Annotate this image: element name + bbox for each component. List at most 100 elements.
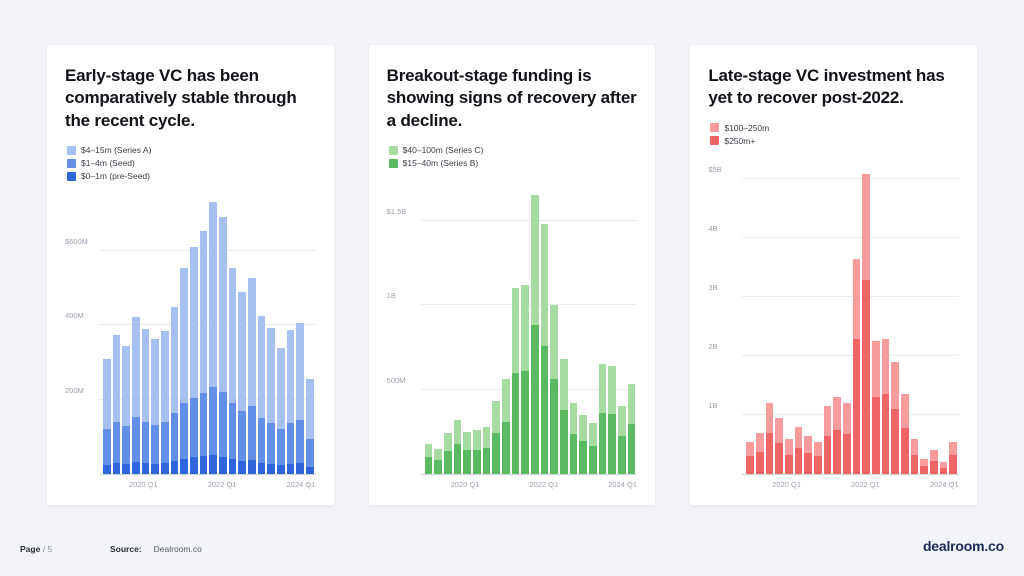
bar-segment [424,457,433,474]
bar-2021-q3 [843,403,851,474]
bar-segment [199,231,208,393]
legend-label: $40–100m (Series C) [402,145,484,156]
x-axis-label: 2020 Q1 [128,480,158,489]
bar-segment [122,426,131,464]
bar-segment [257,462,266,474]
plot-area: 500M 1B $1.5B [387,178,638,475]
legend-swatch [388,145,398,155]
gridline [742,296,960,298]
source-label: Source: [110,544,142,554]
panel-title-early-stage: Early-stage VC has been comparatively st… [65,66,297,130]
bar-segment [267,463,276,474]
y-axis-label: $1.5B [386,206,407,216]
bar-segment [473,430,481,450]
legend-item: $1–4m (Seed) [67,158,316,168]
bar-segment [257,418,266,463]
bar-segment [238,410,247,461]
bar-segment [881,338,890,395]
bar-segment [785,438,793,455]
legend-item: $100–250m [710,123,959,133]
legend-item: $0–1m (pre-Seed) [67,171,316,181]
bar-2021-q4 [852,258,861,474]
bar-segment [277,429,285,465]
x-axis: 2020 Q1 2022 Q1 2024 Q1 [421,475,638,491]
page-number: / 5 [42,544,53,554]
bar-segment [103,358,111,430]
x-axis-label: 2024 Q1 [929,480,959,489]
bar-segment [434,448,443,460]
bar-segment [434,459,443,474]
bar-segment [228,267,237,404]
x-axis: 2020 Q1 2022 Q1 2024 Q1 [742,475,959,491]
panel-title-late-stage: Late-stage VC investment has yet to reco… [708,66,945,108]
chart-early-stage: 200M 400M $600M 2020 Q1 2022 Q1 2024 Q1 [65,191,316,491]
legend-swatch [67,158,76,168]
bar-segment [444,451,452,474]
bar-segment [862,173,871,280]
bar-segment [473,449,481,474]
bar-2019-q4 [453,419,462,474]
legend-swatch [710,136,720,146]
bar-segment [823,435,832,474]
bar-2020-q1 [463,431,472,474]
bar-segment [257,315,266,419]
bar-segment [579,414,588,442]
bar-2022-q4 [891,362,900,474]
bar-segment [141,462,150,474]
bar-segment [569,403,578,435]
bar-segment [286,329,295,423]
bar-segment [949,455,958,474]
bar-segment [531,325,539,474]
bar-2020-q4 [814,441,822,474]
bar-2023-q3 [277,347,285,474]
legend-label: $15–40m (Series B) [402,158,479,169]
bar-segment [141,328,150,422]
bar-2023-q1 [901,394,909,474]
y-axis-label: 4B [708,224,718,234]
bar-segment [180,459,189,474]
bar-segment [540,345,549,474]
bar-segment [248,277,256,406]
legend-item: $40–100m (Series C) [388,145,638,156]
bar-segment [862,279,871,474]
bar-segment [765,403,774,433]
bar-segment [463,450,472,474]
bar-2023-q3 [920,459,929,474]
bar-segment [930,461,938,474]
y-axis-label: 200M [65,385,84,395]
bar-2019-q2 [112,334,121,474]
x-axis: 2020 Q1 2022 Q1 2024 Q1 [99,475,316,491]
bar-2019-q3 [444,433,452,474]
bar-segment [209,455,218,474]
bar-2022-q3 [238,291,247,474]
bar-2022-q3 [881,338,890,475]
bar-segment [852,258,861,339]
bar-segment [228,403,237,460]
bar-segment [618,406,626,436]
bar-segment [248,459,256,475]
bar-segment [132,417,140,463]
bar-segment [238,460,247,474]
bar-segment [901,428,909,474]
bar-2020-q2 [151,338,160,474]
bar-segment [589,446,597,474]
bar-2019-q1 [103,358,111,474]
bar-segment [103,464,111,474]
y-axis-label: 3B [708,283,718,293]
bar-segment [804,435,813,453]
bar-2021-q3 [521,284,530,474]
bar-segment [306,438,314,467]
bar-segment [170,412,179,461]
bar-segment [521,370,530,474]
bar-2022-q2 [228,267,237,474]
bar-segment [901,394,909,429]
bar-segment [286,463,295,474]
chart-breakout-stage: 500M 1B $1.5B 2020 Q1 2022 Q1 2024 Q1 [387,178,638,491]
bar-2020-q3 [161,330,169,474]
bar-2024-q2 [949,441,958,474]
legend-label: $1–4m (Seed) [81,158,135,169]
bar-segment [482,447,491,474]
y-axis-label: $5B [708,165,722,175]
bar-2024-q1 [939,462,948,474]
bar-segment [939,462,948,468]
